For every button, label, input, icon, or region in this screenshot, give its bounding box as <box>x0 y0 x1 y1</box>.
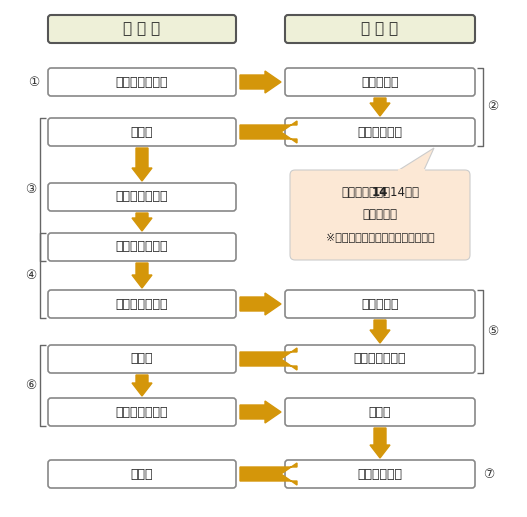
Text: ③: ③ <box>25 183 36 196</box>
Polygon shape <box>240 71 281 93</box>
Polygon shape <box>370 428 390 458</box>
Text: （開庁日）: （開庁日） <box>363 208 397 221</box>
Polygon shape <box>399 148 434 170</box>
Text: 受　領: 受 領 <box>131 353 153 366</box>
FancyBboxPatch shape <box>48 345 236 373</box>
Polygon shape <box>370 98 390 116</box>
Text: 標準処理期間：14日間: 標準処理期間：14日間 <box>341 187 419 200</box>
Text: 受　理: 受 理 <box>369 405 391 418</box>
Text: 交付請求書提出: 交付請求書提出 <box>116 405 168 418</box>
Text: ④: ④ <box>25 269 36 282</box>
FancyBboxPatch shape <box>48 233 236 261</box>
Polygon shape <box>370 320 390 343</box>
Text: 補助金交付申請: 補助金交付申請 <box>116 75 168 88</box>
Text: 申 請 者: 申 請 者 <box>123 22 161 37</box>
Text: ⑦: ⑦ <box>483 467 495 480</box>
FancyBboxPatch shape <box>48 68 236 96</box>
Polygon shape <box>132 148 152 181</box>
Text: 14: 14 <box>372 186 388 199</box>
Text: ②: ② <box>487 100 498 114</box>
Text: ※余裕をもって申請をお願います。: ※余裕をもって申請をお願います。 <box>326 232 434 242</box>
FancyBboxPatch shape <box>285 118 475 146</box>
FancyBboxPatch shape <box>48 118 236 146</box>
Polygon shape <box>240 463 297 485</box>
FancyBboxPatch shape <box>48 15 236 43</box>
Text: 受理・審査: 受理・審査 <box>361 297 399 311</box>
Polygon shape <box>132 263 152 288</box>
Text: 受　領: 受 領 <box>131 126 153 139</box>
Text: 受　領: 受 領 <box>131 467 153 480</box>
FancyBboxPatch shape <box>285 290 475 318</box>
Polygon shape <box>240 293 281 315</box>
Text: ⑤: ⑤ <box>487 325 498 338</box>
Text: ①: ① <box>28 75 40 88</box>
Text: 受付・審査: 受付・審査 <box>361 75 399 88</box>
Text: 草 加 市: 草 加 市 <box>362 22 398 37</box>
FancyBboxPatch shape <box>48 398 236 426</box>
FancyBboxPatch shape <box>285 68 475 96</box>
Text: 実績報告書提出: 実績報告書提出 <box>116 297 168 311</box>
Text: 交付額確定通知: 交付額確定通知 <box>354 353 406 366</box>
Text: 交付決定通知: 交付決定通知 <box>357 126 403 139</box>
FancyBboxPatch shape <box>285 15 475 43</box>
FancyBboxPatch shape <box>48 183 236 211</box>
FancyBboxPatch shape <box>290 170 470 260</box>
FancyBboxPatch shape <box>285 460 475 488</box>
Text: 購入・工事完成: 購入・工事完成 <box>116 240 168 253</box>
Polygon shape <box>132 375 152 396</box>
Text: 購入・工事着工: 購入・工事着工 <box>116 190 168 204</box>
Polygon shape <box>240 401 281 423</box>
Polygon shape <box>132 213 152 231</box>
Polygon shape <box>240 348 297 370</box>
Text: ⑥: ⑥ <box>25 379 36 392</box>
FancyBboxPatch shape <box>48 460 236 488</box>
FancyBboxPatch shape <box>285 345 475 373</box>
Polygon shape <box>240 121 297 143</box>
FancyBboxPatch shape <box>48 290 236 318</box>
FancyBboxPatch shape <box>285 398 475 426</box>
Text: 補助金の交付: 補助金の交付 <box>357 467 403 480</box>
